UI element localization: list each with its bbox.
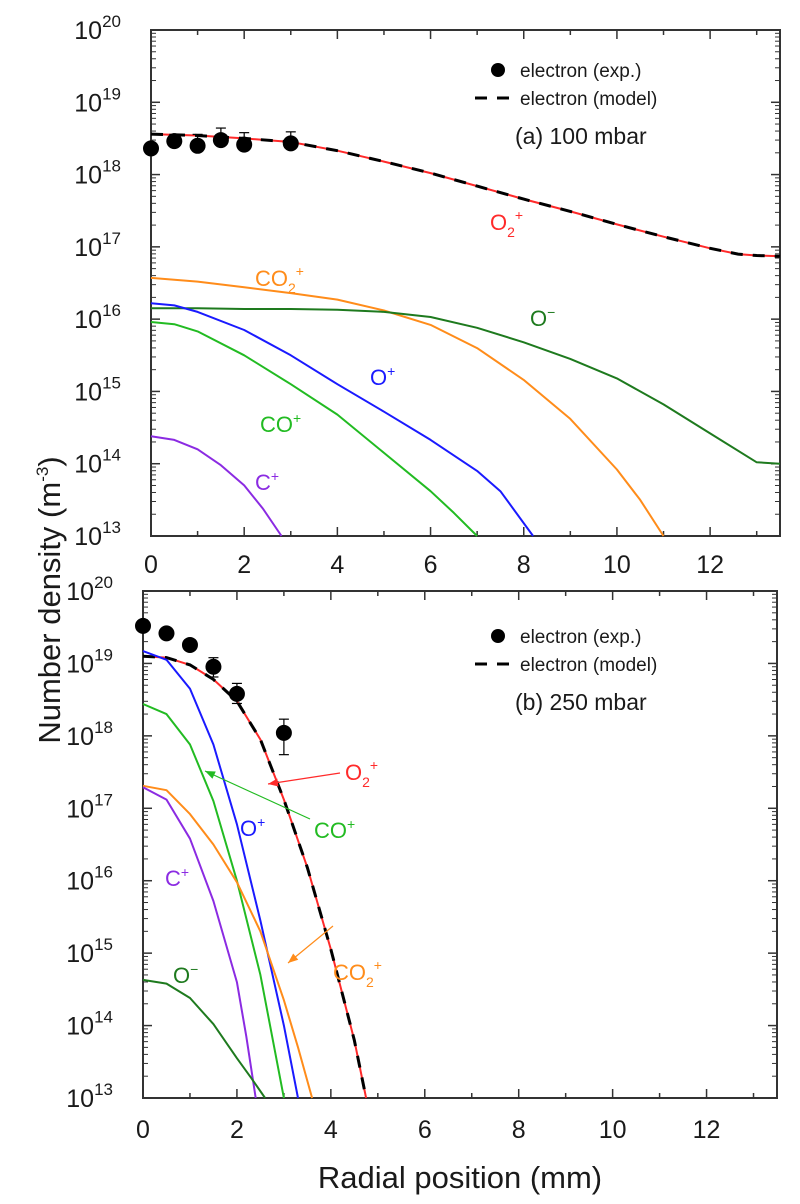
exp-data-point bbox=[205, 658, 222, 675]
exp-data-point bbox=[212, 132, 229, 149]
y-tick-label: 1018 bbox=[74, 157, 121, 190]
legend-exp-marker bbox=[491, 63, 505, 77]
arrow-head bbox=[205, 771, 216, 779]
y-tick-label: 1014 bbox=[74, 446, 121, 479]
annotation-arrow bbox=[204, 770, 311, 820]
x-tick-label: 12 bbox=[693, 1116, 721, 1144]
x-tick-label: 10 bbox=[599, 1116, 627, 1144]
plot-frame bbox=[142, 590, 778, 1099]
legend-exp-label: electron (exp.) bbox=[520, 61, 641, 82]
species-label: O− bbox=[173, 961, 198, 988]
exp-data-point bbox=[189, 137, 206, 154]
series-line-cplus bbox=[150, 435, 283, 537]
y-tick-label: 1015 bbox=[74, 373, 121, 406]
panel-b-250mbar: 0 2 4 6 8 10 12 1020 1019 1018 1017 1016 1015 1014 101… bbox=[66, 573, 778, 1144]
legend-model-label: electron (model) bbox=[520, 655, 657, 676]
species-label: O2+ bbox=[490, 207, 523, 240]
species-label: O2+ bbox=[345, 757, 378, 790]
arrow-head bbox=[288, 953, 299, 963]
series-line-coplus bbox=[150, 321, 478, 537]
series-line-co2plus bbox=[150, 276, 665, 537]
x-tick-label: 0 bbox=[144, 551, 158, 579]
exp-data-point bbox=[236, 136, 253, 153]
y-tick-label: 1015 bbox=[66, 935, 113, 968]
species-label: CO+ bbox=[260, 410, 301, 437]
x-tick-label: 2 bbox=[230, 1116, 244, 1144]
y-tick-label: 1019 bbox=[66, 645, 113, 678]
legend-exp-marker bbox=[491, 629, 505, 643]
y-tick-label: 1016 bbox=[66, 863, 113, 896]
panel-a-100mbar: 0 2 4 6 8 10 12 1020 1019 1018 1017 1016 1015 1014 101… bbox=[74, 12, 781, 579]
exp-data-point bbox=[143, 140, 159, 157]
species-label: CO+ bbox=[314, 816, 355, 843]
x-tick-label: 8 bbox=[517, 551, 531, 579]
annotation-arrow bbox=[267, 772, 341, 785]
y-tick-label: 1013 bbox=[74, 518, 121, 551]
exp-data-point bbox=[228, 685, 245, 702]
plot-frame bbox=[150, 29, 781, 537]
y-tick-label: 1016 bbox=[74, 301, 121, 334]
x-tick-label: 8 bbox=[512, 1116, 526, 1144]
series-line-coplus bbox=[142, 703, 285, 1099]
y-tick-label: 1019 bbox=[74, 84, 121, 117]
panel-title: (b) 250 mbar bbox=[515, 689, 647, 715]
series-line-oplus bbox=[142, 650, 299, 1099]
species-label: CO2+ bbox=[255, 263, 304, 296]
y-tick-label: 1017 bbox=[66, 790, 113, 823]
series-line-ominus bbox=[151, 307, 781, 465]
species-label: CO2+ bbox=[333, 957, 382, 990]
exp-data-point bbox=[181, 636, 198, 653]
exp-data-point bbox=[158, 625, 175, 642]
series-line-ominus bbox=[142, 978, 266, 1099]
electron-model-line bbox=[150, 132, 781, 258]
species-label: O+ bbox=[370, 363, 395, 390]
x-axis-title: Radial position (mm) bbox=[318, 1160, 602, 1195]
y-tick-label: 1020 bbox=[74, 12, 121, 45]
series-line-cplus bbox=[142, 786, 257, 1099]
legend-model-label: electron (model) bbox=[520, 89, 657, 110]
y-tick-label: 1020 bbox=[66, 573, 113, 606]
legend-exp-label: electron (exp.) bbox=[520, 627, 641, 648]
arrow-head bbox=[268, 778, 279, 787]
x-tick-label: 4 bbox=[324, 1116, 338, 1144]
x-tick-label: 6 bbox=[418, 1116, 432, 1144]
x-tick-label: 6 bbox=[424, 551, 438, 579]
panel-title: (a) 100 mbar bbox=[515, 123, 647, 149]
x-tick-label: 2 bbox=[237, 551, 251, 579]
exp-data-point bbox=[135, 617, 151, 634]
x-tick-label: 12 bbox=[696, 551, 724, 579]
exp-data-point bbox=[275, 724, 292, 741]
x-tick-label: 10 bbox=[603, 551, 631, 579]
exp-data-point bbox=[282, 135, 299, 152]
series-line-co2plus bbox=[142, 784, 314, 1099]
y-axis-title: Number density (m-3) bbox=[32, 456, 67, 743]
species-label: O+ bbox=[240, 814, 265, 841]
electron-model-line bbox=[142, 654, 368, 1099]
species-label: O− bbox=[530, 304, 555, 331]
x-tick-label: 0 bbox=[136, 1116, 150, 1144]
exp-data-point bbox=[166, 133, 183, 150]
species-label: C+ bbox=[165, 864, 189, 891]
y-tick-label: 1017 bbox=[74, 229, 121, 262]
series-line-oplus bbox=[150, 302, 534, 537]
y-tick-label: 1018 bbox=[66, 718, 113, 751]
y-tick-label: 1014 bbox=[66, 1008, 113, 1041]
species-label: C+ bbox=[255, 468, 279, 495]
y-tick-label: 1013 bbox=[66, 1080, 113, 1113]
x-tick-label: 4 bbox=[330, 551, 344, 579]
